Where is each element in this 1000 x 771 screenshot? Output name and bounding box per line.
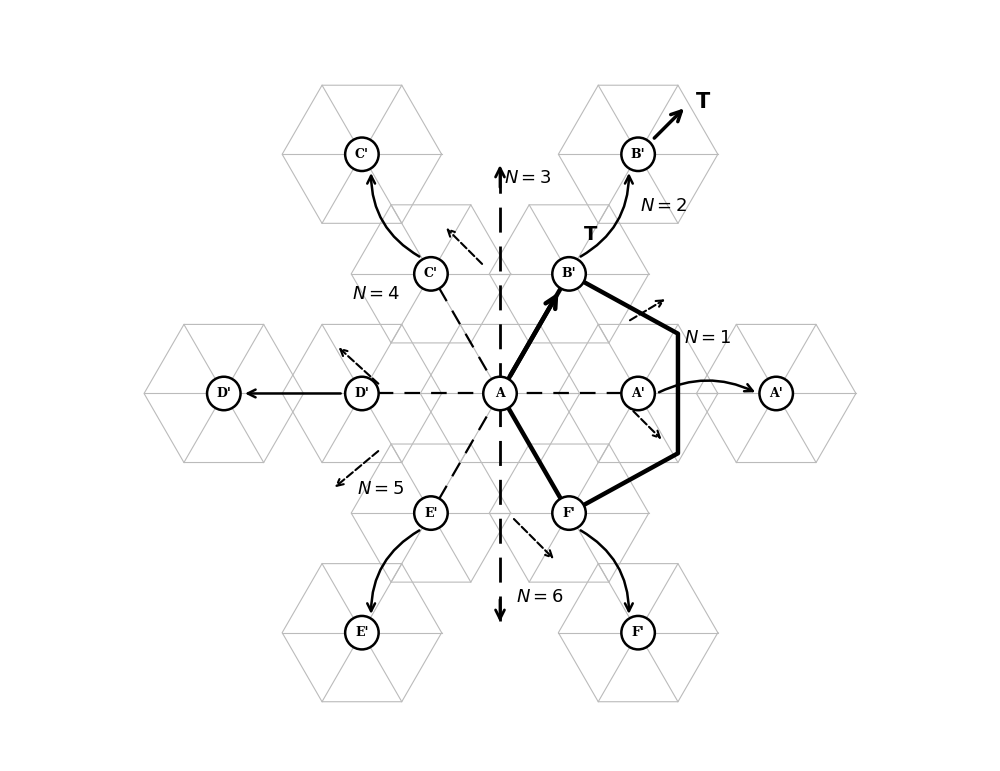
Text: E': E' xyxy=(424,507,438,520)
Circle shape xyxy=(207,377,241,410)
Circle shape xyxy=(552,497,586,530)
Text: T: T xyxy=(583,224,597,244)
Text: $N=5$: $N=5$ xyxy=(357,480,404,498)
Circle shape xyxy=(483,377,517,410)
Text: A': A' xyxy=(769,387,783,400)
Text: B': B' xyxy=(631,148,645,161)
Text: C': C' xyxy=(355,148,369,161)
Text: D': D' xyxy=(216,387,231,400)
Circle shape xyxy=(621,377,655,410)
Text: A': A' xyxy=(631,387,645,400)
Text: E': E' xyxy=(355,626,369,639)
Text: D': D' xyxy=(354,387,369,400)
Text: F': F' xyxy=(632,626,645,639)
Circle shape xyxy=(414,258,448,291)
Text: $N=1$: $N=1$ xyxy=(684,328,731,347)
Circle shape xyxy=(759,377,793,410)
Text: $N=4$: $N=4$ xyxy=(352,284,400,303)
Circle shape xyxy=(414,497,448,530)
Text: $N=2$: $N=2$ xyxy=(640,197,687,215)
Text: T: T xyxy=(696,93,710,113)
Circle shape xyxy=(345,137,379,171)
Circle shape xyxy=(345,377,379,410)
Circle shape xyxy=(621,137,655,171)
Circle shape xyxy=(552,258,586,291)
Text: B': B' xyxy=(562,268,576,281)
Text: A: A xyxy=(495,387,505,400)
Circle shape xyxy=(345,616,379,649)
Text: C': C' xyxy=(424,268,438,281)
Text: $N=3$: $N=3$ xyxy=(504,169,552,187)
Text: $N=6$: $N=6$ xyxy=(516,588,564,606)
Circle shape xyxy=(621,616,655,649)
Text: F': F' xyxy=(563,507,575,520)
